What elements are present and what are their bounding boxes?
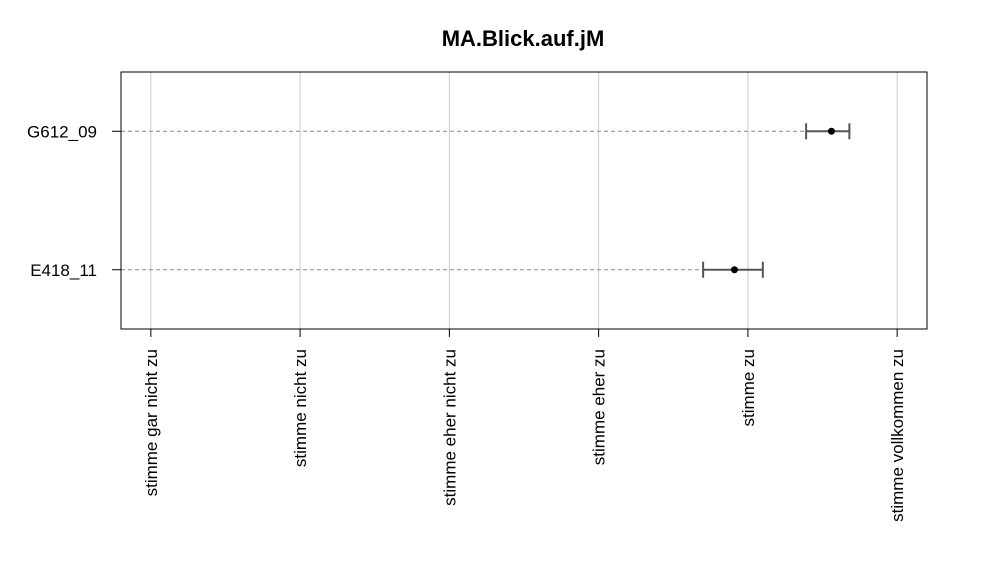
data-marks [702,123,851,278]
x-tick-label: stimme eher zu [590,349,609,465]
y-axis-labels: G612_09 E418_11 [27,122,121,280]
category-label: E418_11 [30,261,97,280]
category-label: G612_09 [27,122,97,141]
row-guides [121,130,807,271]
plot-frame [120,71,928,330]
x-tick-label: stimme eher nicht zu [440,349,459,506]
mean-point [827,127,835,135]
chart-title: MA.Blick.auf.jM [442,26,605,51]
mean-point [730,266,738,274]
x-tick-label: stimme vollkommen zu [888,349,907,522]
x-tick-label: stimme zu [739,349,758,426]
x-tick-label: stimme nicht zu [291,349,310,467]
grid-lines [150,72,898,329]
x-axis: stimme gar nicht zu stimme nicht zu stimme… [142,329,907,522]
x-tick-label: stimme gar nicht zu [142,349,161,496]
